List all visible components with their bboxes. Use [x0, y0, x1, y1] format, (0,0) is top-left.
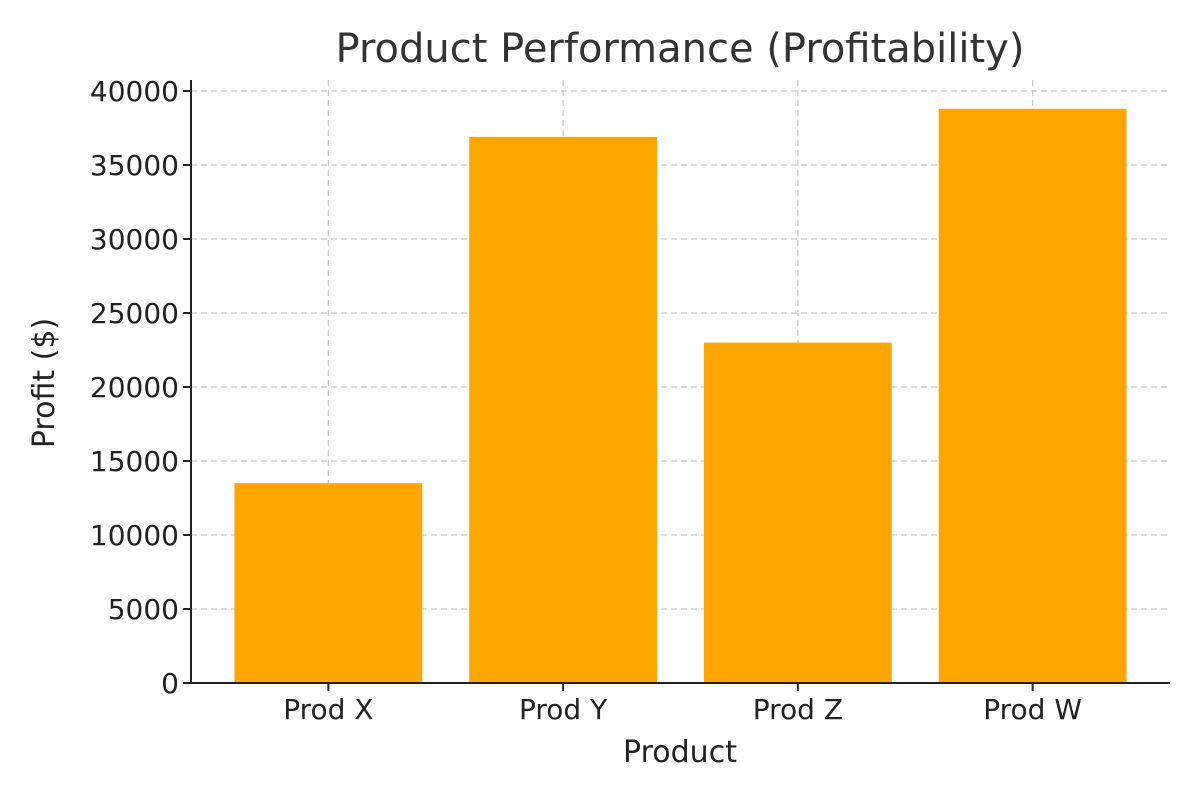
bar-prod-x — [234, 483, 423, 683]
axes-layer — [190, 80, 1170, 684]
x-axis-title: Product — [623, 735, 737, 770]
y-axis-title: Profit ($) — [27, 318, 62, 448]
y-tick-label: 40000 — [90, 75, 179, 108]
y-tick-label: 0 — [161, 667, 179, 700]
y-tick-label: 35000 — [90, 149, 179, 182]
x-tick-label: Prod Z — [753, 693, 843, 726]
bars-layer — [234, 108, 1127, 683]
x-tick-label: Prod W — [983, 693, 1082, 726]
x-tick-label: Prod X — [283, 693, 373, 726]
y-tick-label: 15000 — [90, 445, 179, 478]
y-tick-label: 20000 — [90, 371, 179, 404]
y-tick-label: 5000 — [108, 593, 179, 626]
y-tick-label: 30000 — [90, 223, 179, 256]
bar-prod-z — [703, 342, 892, 683]
ticks-layer: 0 5000 10000 15000 20000 25000 30000 35000 40000… — [90, 75, 1082, 726]
y-tick-label: 25000 — [90, 297, 179, 330]
chart-title: Product Performance (Profitability) — [336, 26, 1025, 72]
bar-prod-y — [469, 136, 658, 683]
bar-prod-w — [938, 108, 1127, 683]
y-tick-label: 10000 — [90, 519, 179, 552]
x-tick-label: Prod Y — [519, 693, 608, 726]
